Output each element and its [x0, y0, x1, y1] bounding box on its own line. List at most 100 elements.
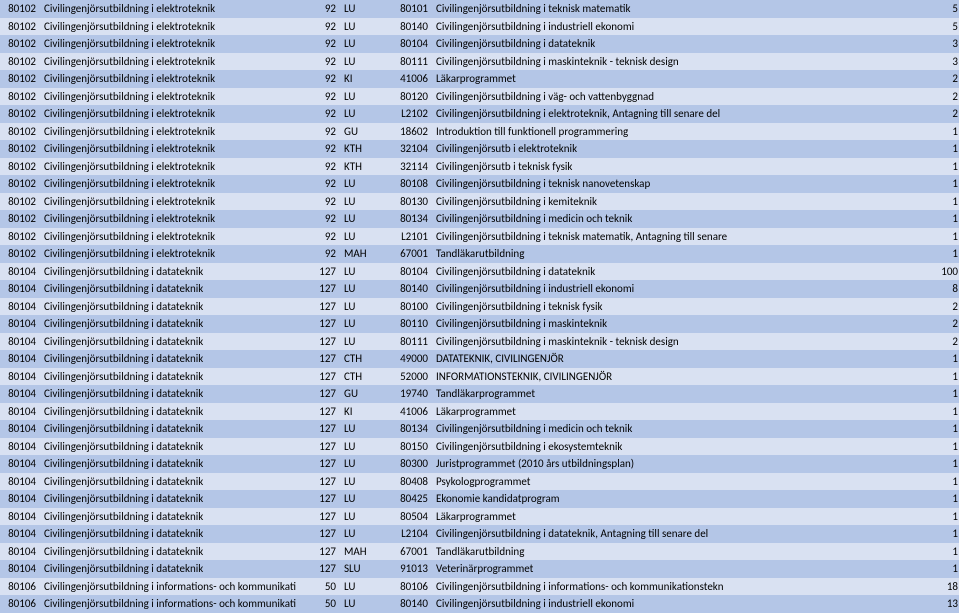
- table-row: 80102Civilingenjörsutbildning i elektrot…: [0, 158, 959, 176]
- cell-code1: 80102: [0, 0, 40, 18]
- cell-code2: 19740: [378, 385, 432, 403]
- cell-num: 92: [306, 158, 340, 176]
- cell-v1: 2: [918, 315, 959, 333]
- cell-inst: MAH: [340, 543, 378, 561]
- cell-v1: 2: [918, 88, 959, 106]
- cell-name1: Civilingenjörsutbildning i datateknik: [40, 473, 306, 491]
- cell-code2: 49000: [378, 350, 432, 368]
- cell-code2: 67001: [378, 245, 432, 263]
- table-row: 80104Civilingenjörsutbildning i datatekn…: [0, 490, 959, 508]
- cell-num: 127: [306, 315, 340, 333]
- table-row: 80104Civilingenjörsutbildning i datatekn…: [0, 298, 959, 316]
- cell-code1: 80102: [0, 158, 40, 176]
- cell-code2: 80140: [378, 280, 432, 298]
- table-row: 80104Civilingenjörsutbildning i datatekn…: [0, 525, 959, 543]
- table-row: 80102Civilingenjörsutbildning i elektrot…: [0, 35, 959, 53]
- cell-name2: Civilingenjörsutbildning i informations-…: [432, 578, 918, 596]
- table-row: 80104Civilingenjörsutbildning i datatekn…: [0, 263, 959, 281]
- cell-v1: 3: [918, 35, 959, 53]
- table-row: 80102Civilingenjörsutbildning i elektrot…: [0, 140, 959, 158]
- cell-v1: 1: [918, 490, 959, 508]
- cell-name2: Psykologprogrammet: [432, 473, 918, 491]
- cell-name1: Civilingenjörsutbildning i elektroteknik: [40, 105, 306, 123]
- cell-inst: LU: [340, 35, 378, 53]
- cell-num: 127: [306, 525, 340, 543]
- cell-inst: LU: [340, 175, 378, 193]
- cell-name2: Civilingenjörsutb i teknisk fysik: [432, 158, 918, 176]
- cell-num: 92: [306, 228, 340, 246]
- cell-code2: 52000: [378, 368, 432, 386]
- cell-code2: 41006: [378, 403, 432, 421]
- cell-name2: Civilingenjörsutbildning i maskinteknik …: [432, 53, 918, 71]
- cell-code1: 80104: [0, 403, 40, 421]
- cell-inst: GU: [340, 385, 378, 403]
- cell-inst: LU: [340, 298, 378, 316]
- cell-code1: 80102: [0, 53, 40, 71]
- cell-name1: Civilingenjörsutbildning i datateknik: [40, 455, 306, 473]
- table-row: 80102Civilingenjörsutbildning i elektrot…: [0, 18, 959, 36]
- cell-code2: 80111: [378, 53, 432, 71]
- cell-v1: 1: [918, 508, 959, 526]
- table-row: 80104Civilingenjörsutbildning i datatekn…: [0, 438, 959, 456]
- cell-name2: Civilingenjörsutbildning i medicin och t…: [432, 210, 918, 228]
- cell-num: 127: [306, 350, 340, 368]
- cell-inst: KI: [340, 403, 378, 421]
- cell-name2: Civilingenjörsutbildning i ekosystemtekn…: [432, 438, 918, 456]
- cell-code1: 80102: [0, 193, 40, 211]
- cell-code1: 80102: [0, 105, 40, 123]
- cell-code1: 80106: [0, 578, 40, 596]
- cell-name1: Civilingenjörsutbildning i datateknik: [40, 350, 306, 368]
- cell-inst: LU: [340, 88, 378, 106]
- cell-code1: 80104: [0, 333, 40, 351]
- table-row: 80102Civilingenjörsutbildning i elektrot…: [0, 70, 959, 88]
- cell-num: 50: [306, 578, 340, 596]
- table-row: 80102Civilingenjörsutbildning i elektrot…: [0, 193, 959, 211]
- cell-name1: Civilingenjörsutbildning i elektroteknik: [40, 228, 306, 246]
- table-row: 80104Civilingenjörsutbildning i datatekn…: [0, 543, 959, 561]
- cell-code2: 80104: [378, 35, 432, 53]
- table-row: 80102Civilingenjörsutbildning i elektrot…: [0, 245, 959, 263]
- cell-inst: KI: [340, 70, 378, 88]
- cell-name2: Tandläkarutbildning: [432, 245, 918, 263]
- cell-num: 127: [306, 490, 340, 508]
- cell-name2: Läkarprogrammet: [432, 508, 918, 526]
- cell-name2: Civilingenjörsutbildning i medicin och t…: [432, 420, 918, 438]
- cell-name1: Civilingenjörsutbildning i elektroteknik: [40, 140, 306, 158]
- cell-code1: 80104: [0, 455, 40, 473]
- cell-v1: 1: [918, 350, 959, 368]
- cell-num: 127: [306, 403, 340, 421]
- cell-name1: Civilingenjörsutbildning i elektroteknik: [40, 0, 306, 18]
- cell-v1: 1: [918, 193, 959, 211]
- cell-name1: Civilingenjörsutbildning i elektroteknik: [40, 88, 306, 106]
- cell-name2: Civilingenjörsutbildning i teknisk nanov…: [432, 175, 918, 193]
- cell-num: 92: [306, 70, 340, 88]
- cell-code1: 80106: [0, 595, 40, 613]
- cell-inst: LU: [340, 578, 378, 596]
- cell-code2: 80425: [378, 490, 432, 508]
- cell-inst: LU: [340, 280, 378, 298]
- cell-code2: 80150: [378, 438, 432, 456]
- table-row: 80102Civilingenjörsutbildning i elektrot…: [0, 53, 959, 71]
- cell-name2: Civilingenjörsutbildning i datateknik: [432, 263, 918, 281]
- cell-code2: L2102: [378, 105, 432, 123]
- cell-inst: LU: [340, 0, 378, 18]
- cell-code1: 80104: [0, 298, 40, 316]
- cell-code2: 80101: [378, 0, 432, 18]
- table-row: 80106Civilingenjörsutbildning i informat…: [0, 595, 959, 613]
- cell-num: 127: [306, 473, 340, 491]
- cell-code1: 80102: [0, 228, 40, 246]
- cell-code2: 80408: [378, 473, 432, 491]
- cell-code1: 80104: [0, 280, 40, 298]
- table-row: 80104Civilingenjörsutbildning i datatekn…: [0, 473, 959, 491]
- cell-name1: Civilingenjörsutbildning i datateknik: [40, 525, 306, 543]
- cell-name1: Civilingenjörsutbildning i datateknik: [40, 420, 306, 438]
- cell-v1: 2: [918, 70, 959, 88]
- cell-code1: 80102: [0, 123, 40, 141]
- cell-code2: 32104: [378, 140, 432, 158]
- cell-name1: Civilingenjörsutbildning i elektroteknik: [40, 193, 306, 211]
- table-row: 80102Civilingenjörsutbildning i elektrot…: [0, 175, 959, 193]
- cell-num: 127: [306, 508, 340, 526]
- cell-code1: 80104: [0, 490, 40, 508]
- cell-num: 50: [306, 595, 340, 613]
- cell-code1: 80104: [0, 473, 40, 491]
